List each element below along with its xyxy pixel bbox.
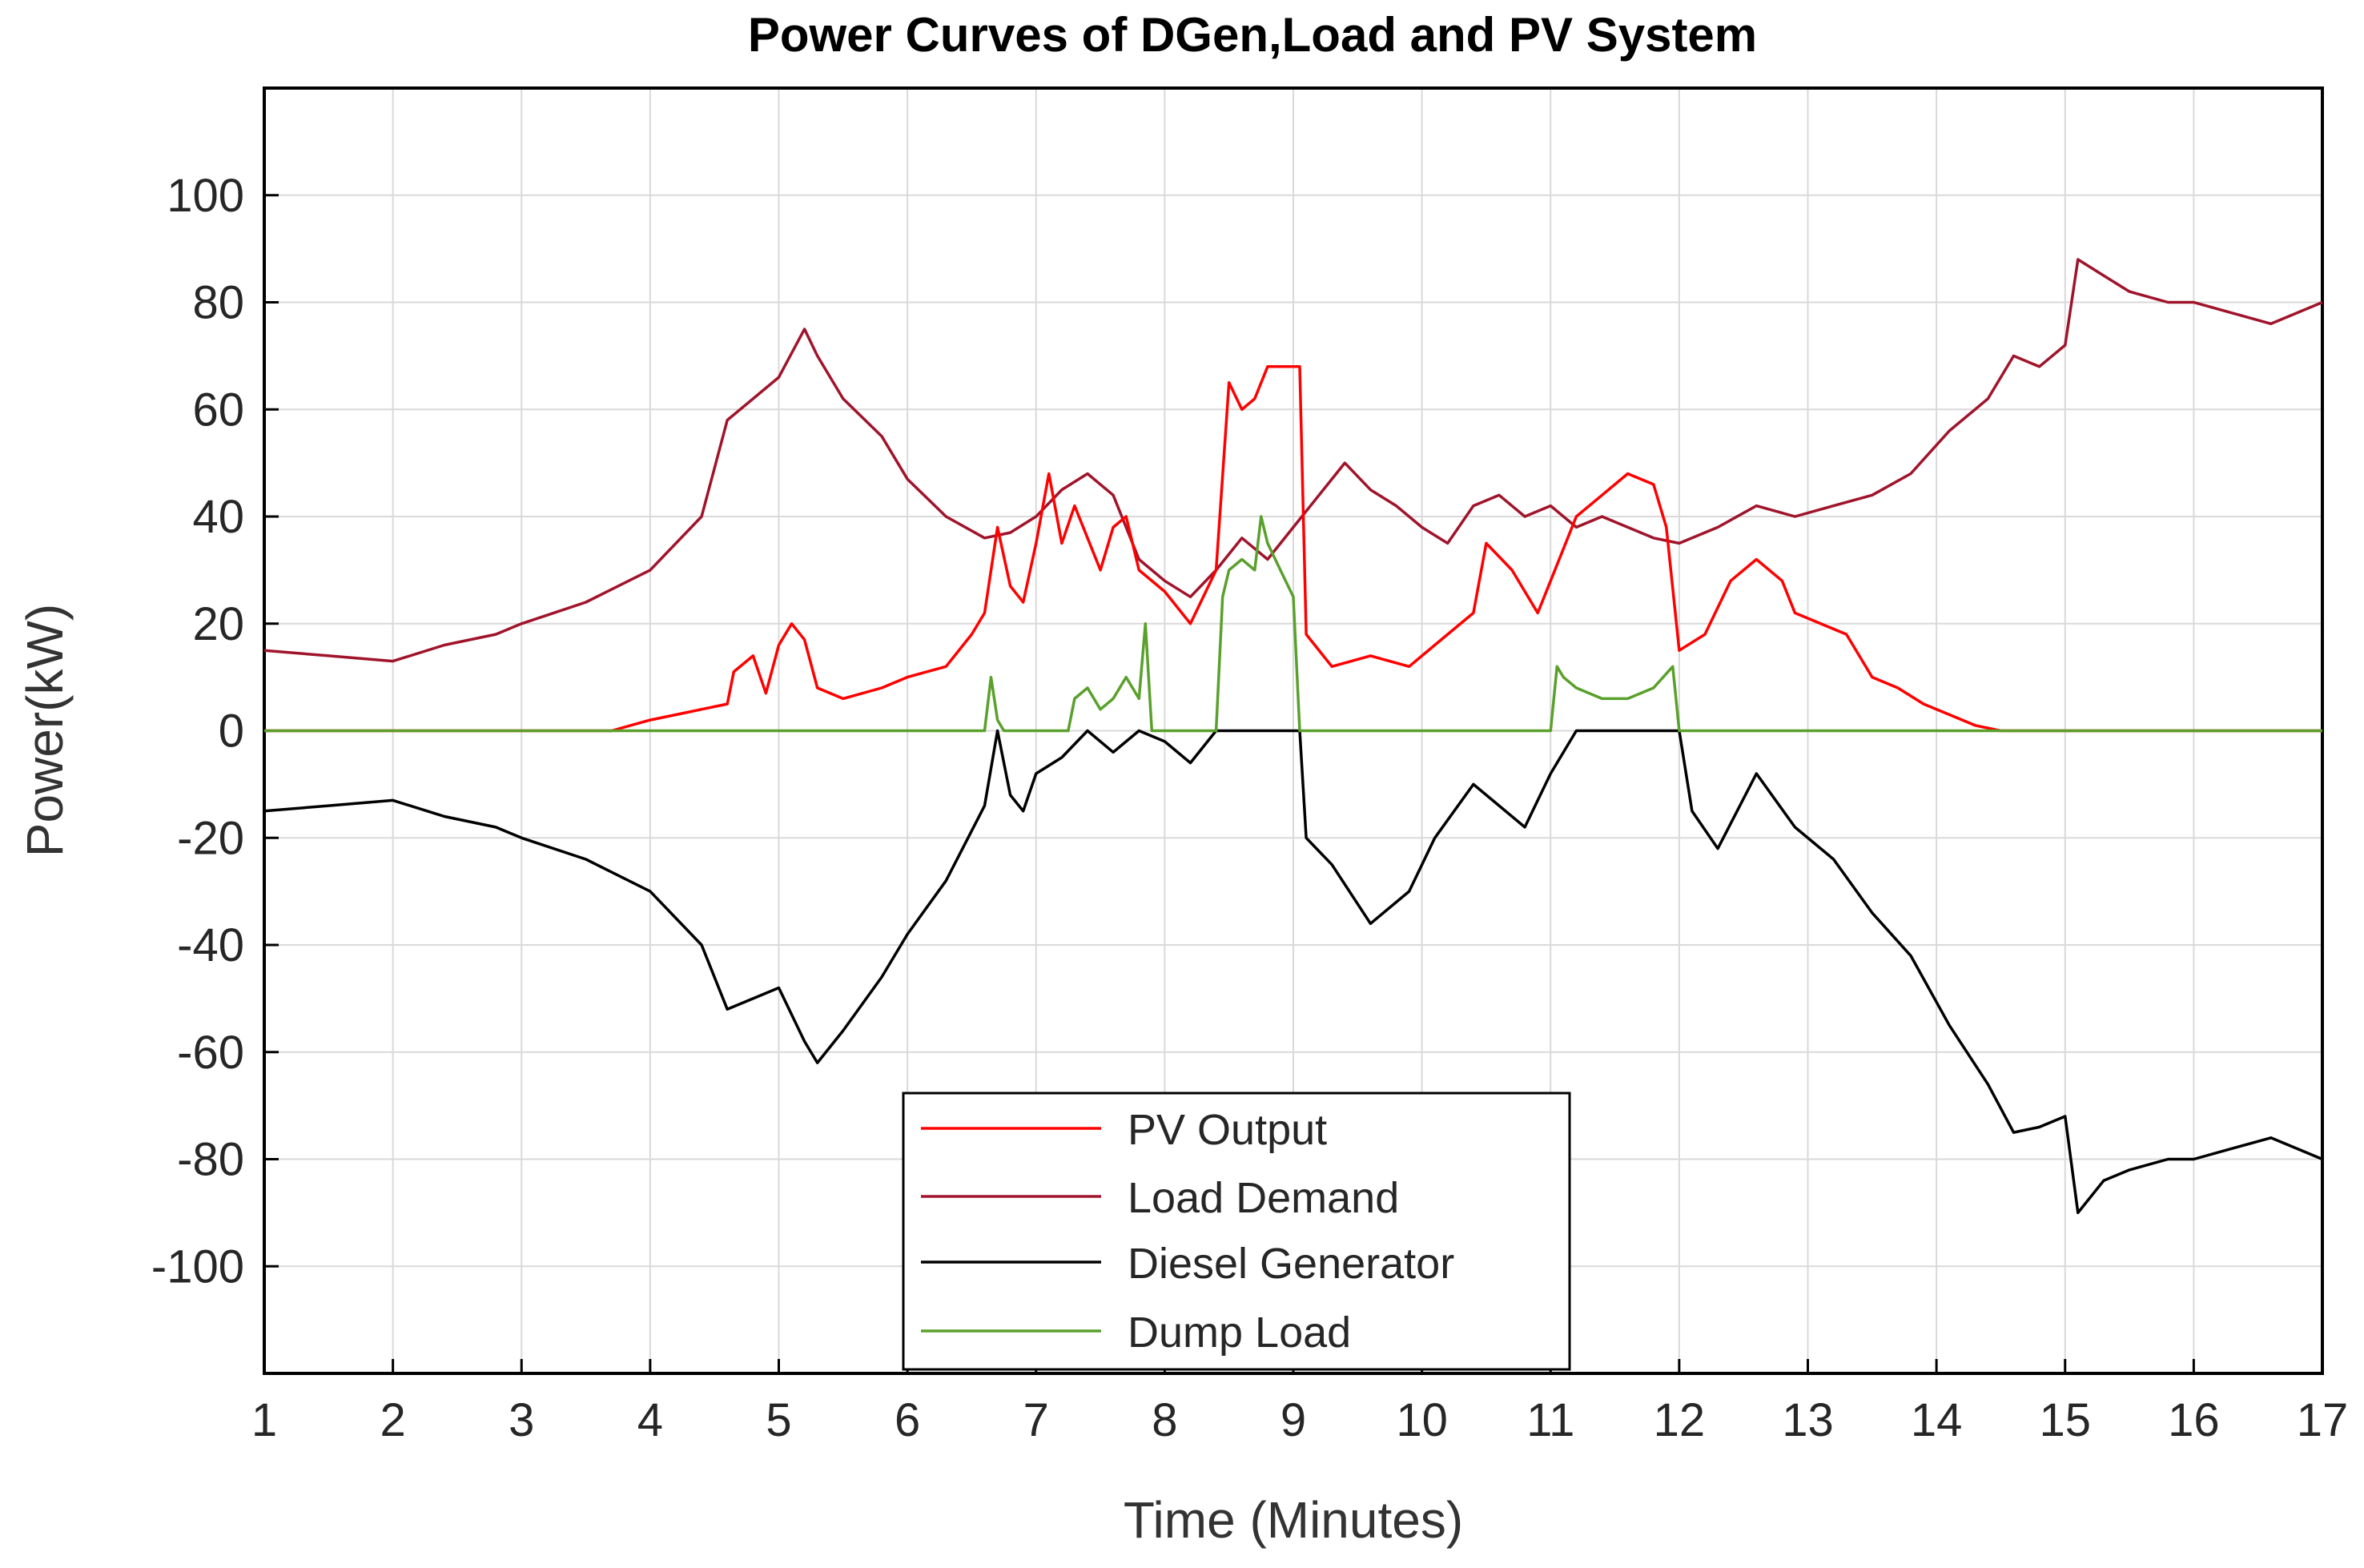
series-line-dump-load bbox=[264, 515, 2322, 733]
legend-label-pv-output: PV Output bbox=[1128, 1106, 1327, 1154]
x-axis-label: Time (Minutes) bbox=[1124, 1491, 1463, 1549]
series-line-load-demand bbox=[263, 258, 2323, 663]
x-tick-label: 3 bbox=[509, 1394, 534, 1446]
y-tick-label: -20 bbox=[177, 812, 244, 864]
x-tick-label: 4 bbox=[637, 1394, 663, 1446]
x-tick-label: 10 bbox=[1396, 1394, 1448, 1446]
legend-label-diesel-generator: Diesel Generator bbox=[1128, 1240, 1454, 1288]
x-tick-label: 9 bbox=[1280, 1394, 1306, 1446]
y-tick-label: 60 bbox=[192, 384, 244, 436]
y-tick-label: 40 bbox=[192, 491, 244, 543]
y-tick-label: 0 bbox=[219, 706, 244, 758]
x-tick-label: 7 bbox=[1023, 1394, 1049, 1446]
x-tick-label: 8 bbox=[1152, 1394, 1177, 1446]
y-tick-label: 20 bbox=[192, 598, 244, 650]
series-lines bbox=[263, 258, 2323, 1215]
x-tick-label: 17 bbox=[2297, 1394, 2349, 1446]
x-tick-label: 13 bbox=[1782, 1394, 1834, 1446]
series-line-pv-output bbox=[264, 365, 2322, 733]
legend-box bbox=[902, 1092, 1571, 1371]
y-tick-label: 80 bbox=[192, 277, 244, 329]
x-tick-label: 2 bbox=[380, 1394, 405, 1446]
y-tick-label: -40 bbox=[177, 919, 244, 971]
x-tick-label: 1 bbox=[251, 1394, 277, 1446]
y-tick-label: -60 bbox=[177, 1027, 244, 1079]
chart-title: Power Curves of DGen,Load and PV System bbox=[748, 8, 1757, 62]
x-tick-label: 5 bbox=[766, 1394, 791, 1446]
y-tick-label: 100 bbox=[167, 170, 244, 222]
series-line-diesel-generator bbox=[263, 729, 2323, 1215]
x-tick-label: 14 bbox=[1911, 1394, 1963, 1446]
x-tick-label: 11 bbox=[1526, 1394, 1574, 1446]
y-axis-label: Power(kW) bbox=[16, 604, 74, 857]
legend-label-dump-load: Dump Load bbox=[1128, 1309, 1351, 1357]
legend-label-load-demand: Load Demand bbox=[1128, 1174, 1399, 1222]
x-tick-label: 15 bbox=[2039, 1394, 2091, 1446]
x-tick-label: 16 bbox=[2168, 1394, 2220, 1446]
y-tick-label: -80 bbox=[177, 1134, 244, 1186]
y-tick-label: -100 bbox=[151, 1240, 244, 1293]
x-tick-label: 12 bbox=[1654, 1394, 1706, 1446]
axis-ticks: 1 2 3 4 5 6 7 8 9 10 11 12 13 14 15 16 17-100-80-60-40-2… bbox=[151, 170, 2348, 1446]
x-tick-label: 6 bbox=[895, 1394, 920, 1446]
legend: PV Output Load Demand Diesel Generator Dump… bbox=[902, 1092, 1571, 1371]
